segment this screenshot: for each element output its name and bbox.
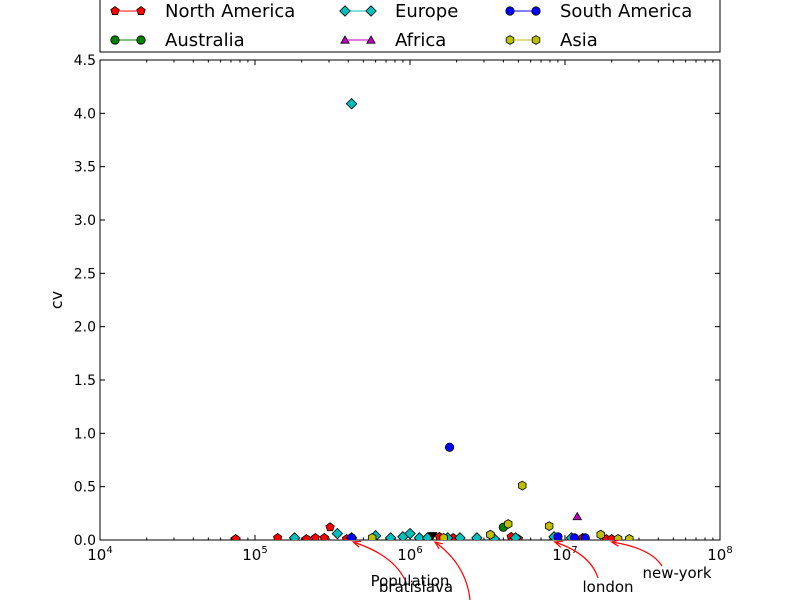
y-tick-label: 1.5 — [74, 373, 96, 389]
plot-area — [99, 59, 721, 541]
annotation-arrow — [554, 541, 599, 579]
point-north-america — [319, 532, 329, 540]
legend-marker-asia — [505, 35, 515, 45]
point-europe — [331, 527, 344, 540]
point-asia — [518, 480, 527, 491]
annotation-label: london — [582, 578, 633, 596]
x-tick-label: 105 — [242, 545, 267, 564]
point-south-america — [580, 533, 590, 540]
y-tick-label: 2.0 — [74, 320, 96, 336]
y-axis-label: cv — [47, 291, 66, 309]
y-tick-label: 3.0 — [74, 213, 96, 229]
annotation-label: new-york — [642, 564, 711, 582]
point-extra — [427, 532, 438, 540]
annotation-label: bratislava — [379, 578, 453, 596]
annotation-arrow-head — [433, 541, 443, 550]
point-asia — [544, 521, 554, 531]
y-tick-label: 3.5 — [74, 160, 96, 176]
legend-label-australia: Australia — [165, 30, 245, 51]
legend-label-south-america: South America — [560, 1, 692, 22]
axis-ticks: 0.0 0.5 1.0 1.5 2.0 2.5 3.0 3.5 4.0 4.5 104 105 106 1… — [74, 53, 733, 564]
legend-label-asia: Asia — [560, 30, 598, 51]
legend-marker-north-america — [136, 6, 146, 15]
y-tick-label: 2.5 — [74, 266, 96, 282]
legend-marker-asia — [531, 35, 541, 45]
point-asia — [596, 529, 605, 540]
y-tick-label: 0.0 — [74, 533, 96, 549]
annotation-arrow — [434, 541, 471, 600]
legend-marker-south-america — [505, 6, 515, 16]
annotation-arrow-head — [351, 540, 362, 548]
point-asia — [613, 534, 623, 540]
point-europe — [384, 532, 397, 540]
y-tick-label: 4.5 — [74, 53, 96, 69]
y-tick-label: 1.0 — [74, 426, 96, 442]
legend-marker-australia — [136, 35, 146, 45]
point-north-america — [325, 522, 335, 532]
y-tick-label: 0.5 — [74, 480, 96, 496]
annotation-arrow — [611, 541, 663, 567]
y-tick-label: 4.0 — [74, 106, 96, 122]
point-south-america — [444, 442, 455, 452]
legend-marker-europe — [339, 5, 351, 17]
point-asia — [503, 519, 513, 529]
point-north-america — [230, 534, 241, 540]
point-south-america — [347, 533, 357, 540]
x-axis-label: Population — [371, 572, 450, 590]
x-tick-label: 106 — [397, 545, 422, 564]
legend-box — [99, 0, 721, 53]
point-europe — [345, 97, 358, 110]
x-tick-label: 107 — [552, 545, 577, 564]
point-europe — [404, 527, 416, 540]
legend-marker-africa — [340, 35, 350, 44]
data-points — [230, 97, 634, 540]
legend: North America Europe South America Australi… — [110, 1, 692, 51]
point-north-america — [310, 532, 320, 540]
point-north-america — [273, 532, 283, 540]
point-asia — [367, 533, 377, 540]
point-asia — [439, 533, 448, 540]
point-north-america — [301, 534, 312, 540]
point-asia — [486, 529, 495, 540]
annotations: bratislava london new-york — [351, 539, 712, 600]
point-europe — [413, 532, 426, 540]
x-tick-label: 108 — [707, 545, 732, 564]
point-africa — [572, 511, 583, 521]
annotation-arrow-head — [610, 539, 620, 547]
point-europe — [471, 532, 483, 540]
point-europe — [454, 532, 466, 540]
point-europe — [509, 532, 522, 540]
point-south-america — [553, 532, 563, 540]
legend-marker-australia — [110, 35, 120, 45]
annotation-arrow-head — [553, 540, 563, 548]
legend-marker-north-america — [110, 6, 120, 15]
x-tick-label: 104 — [87, 545, 112, 564]
legend-label-europe: Europe — [395, 1, 458, 22]
legend-label-north-america: North America — [165, 1, 295, 22]
legend-marker-south-america — [531, 6, 541, 16]
point-asia — [625, 534, 634, 540]
point-europe — [288, 532, 301, 540]
point-south-america — [569, 533, 580, 540]
legend-label-africa: Africa — [395, 30, 446, 51]
legend-marker-africa — [366, 35, 376, 44]
legend-marker-europe — [365, 5, 377, 17]
annotation-arrow — [353, 541, 406, 581]
